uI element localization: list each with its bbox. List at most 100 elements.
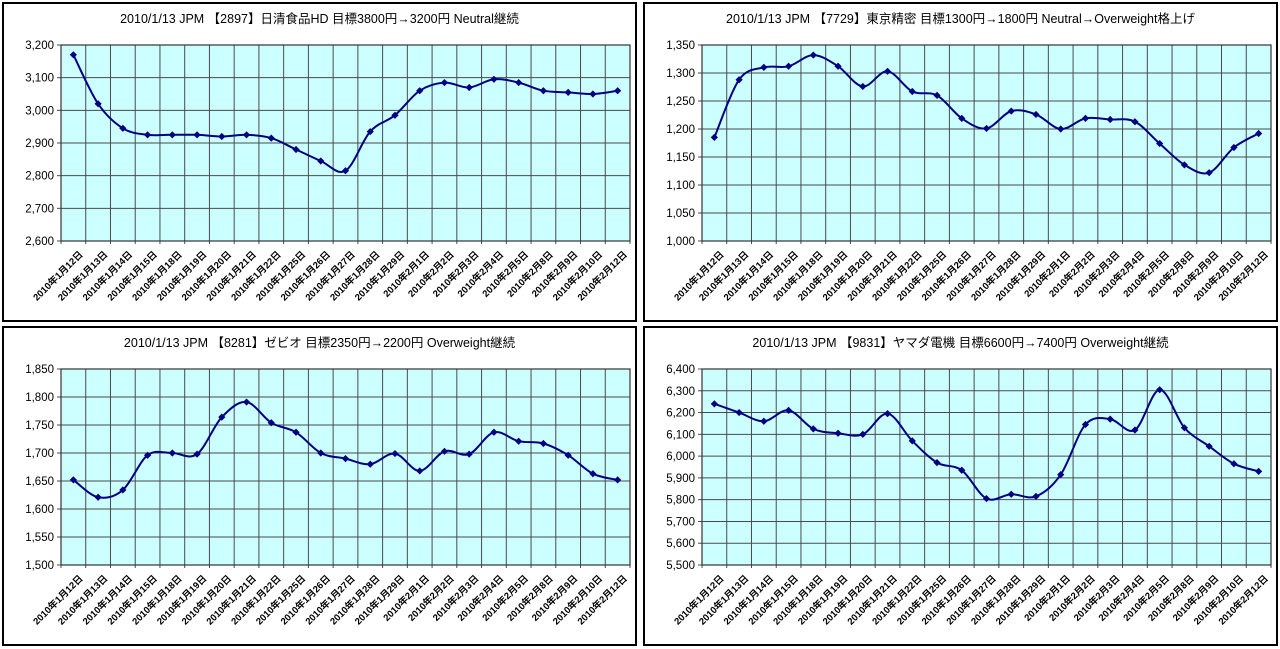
data-point-marker <box>1205 169 1213 177</box>
line-chart-svg: 1,500 1,550 1,600 1,650 1,700 1,750 1,800 1,850… <box>25 364 631 627</box>
data-point-marker <box>119 124 127 132</box>
x-axis-labels: 2010年1月12日2010年1月13日2010年1月14日2010年1月15日… <box>672 249 1271 304</box>
y-tick-label: 3,100 <box>25 73 54 85</box>
data-point-marker <box>1057 125 1065 133</box>
data-point-marker <box>908 437 916 445</box>
data-point-marker <box>1255 129 1263 138</box>
data-point-marker <box>1106 415 1114 423</box>
chart-title: 2010/1/13 JPM 【7729】東京精密 目標1300円→1800円 N… <box>726 12 1195 26</box>
data-point-marker <box>94 100 102 108</box>
y-tick-label: 1,150 <box>666 152 695 164</box>
data-point-marker <box>490 75 498 83</box>
y-axis-labels: 2,600 2,700 2,800 2,900 3,000 3,100 3,200 <box>25 40 54 248</box>
y-tick-label: 2,600 <box>25 236 54 248</box>
data-point-marker <box>292 145 300 154</box>
data-point-marker <box>490 428 498 436</box>
y-tick-label: 1,800 <box>25 392 54 404</box>
data-point-marker <box>366 460 374 468</box>
data-point-marker <box>564 451 572 459</box>
chart-panel-yamada-denki: 2010/1/13 JPM 【9831】ヤマダ電機 目標6600円→7400円 … <box>643 326 1278 646</box>
data-point-marker <box>515 78 523 87</box>
data-point-marker <box>416 87 424 95</box>
y-tick-label: 2,700 <box>25 203 54 215</box>
data-point-marker <box>366 127 374 136</box>
data-point-marker <box>614 87 622 95</box>
data-point-marker <box>933 91 941 99</box>
data-point-marker <box>1230 460 1238 468</box>
line-chart: 2,600 2,700 2,800 2,900 3,000 3,100 3,200 2010年… <box>4 29 635 317</box>
y-tick-label: 2,900 <box>25 138 54 150</box>
data-point-marker <box>317 449 325 457</box>
chart-panel-xebio: 2010/1/13 JPM 【8281】ゼビオ 目標2350円→2200円 Ov… <box>2 326 637 646</box>
chart-title: 2010/1/13 JPM 【2897】日清食品HD 目標3800円→3200円… <box>120 12 519 26</box>
data-point-marker <box>465 83 473 92</box>
y-tick-label: 5,600 <box>666 538 695 550</box>
data-point-marker <box>168 449 176 457</box>
y-tick-label: 6,300 <box>666 386 695 398</box>
chart-panel-nissin: 2010/1/13 JPM 【2897】日清食品HD 目標3800円→3200円… <box>2 2 637 322</box>
y-tick-label: 1,850 <box>25 364 54 376</box>
data-point-marker <box>589 470 597 478</box>
data-point-marker <box>1180 161 1189 169</box>
data-point-marker <box>391 449 399 458</box>
data-point-marker <box>69 51 77 59</box>
data-point-marker <box>218 132 226 141</box>
plot-frame <box>60 44 631 242</box>
y-tick-label: 1,750 <box>25 420 54 432</box>
data-point-marker <box>440 78 449 87</box>
chart-panel-tokyo-seimitsu: 2010/1/13 JPM 【7729】東京精密 目標1300円→1800円 N… <box>643 2 1278 322</box>
data-point-marker <box>982 124 991 133</box>
data-point-marker <box>908 87 916 96</box>
y-tick-label: 2,800 <box>25 171 54 183</box>
y-tick-label: 1,050 <box>666 208 695 220</box>
data-point-marker <box>465 450 473 458</box>
y-tick-label: 1,550 <box>25 532 54 544</box>
data-point-marker <box>1156 139 1164 148</box>
y-tick-label: 1,100 <box>666 180 695 192</box>
data-point-marker <box>539 87 548 95</box>
y-tick-label: 1,300 <box>666 68 695 80</box>
data-point-marker <box>1007 107 1015 115</box>
data-point-marker <box>958 466 966 474</box>
y-tick-label: 1,700 <box>25 448 54 460</box>
y-tick-label: 3,200 <box>25 40 54 52</box>
data-point-marker <box>267 134 275 142</box>
data-point-marker <box>242 131 251 139</box>
data-point-marker <box>193 450 201 458</box>
y-axis-labels: 5,500 5,600 5,700 5,800 5,900 6,000 6,100 6,200… <box>666 364 695 572</box>
y-tick-label: 1,600 <box>25 504 54 516</box>
data-point-marker <box>614 476 622 484</box>
line-chart: 5,500 5,600 5,700 5,800 5,900 6,000 6,100 6,200… <box>645 353 1276 641</box>
data-point-marker <box>564 88 572 96</box>
line-chart-svg: 2,600 2,700 2,800 2,900 3,000 3,100 3,200 2010年… <box>25 40 631 303</box>
data-point-marker <box>834 429 842 437</box>
data-point-marker <box>440 447 449 455</box>
data-point-marker <box>735 408 743 417</box>
data-point-marker <box>1205 442 1213 450</box>
data-point-marker <box>1255 467 1263 475</box>
y-tick-label: 1,250 <box>666 96 695 108</box>
data-point-marker <box>1057 471 1065 479</box>
y-tick-label: 1,200 <box>666 124 695 136</box>
data-point-marker <box>735 76 743 84</box>
data-point-marker <box>958 114 966 122</box>
y-tick-label: 6,000 <box>666 451 695 463</box>
data-points <box>69 51 622 175</box>
x-axis-labels: 2010年1月12日2010年1月13日2010年1月14日2010年1月15日… <box>672 573 1271 628</box>
data-point-marker <box>1106 115 1114 124</box>
data-point-marker <box>391 111 399 119</box>
data-point-marker <box>710 133 718 141</box>
y-tick-label: 6,200 <box>666 408 695 420</box>
y-tick-label: 1,000 <box>666 236 695 248</box>
data-point-marker <box>168 131 176 139</box>
y-axis-labels: 1,500 1,550 1,600 1,650 1,700 1,750 1,800 1,850 <box>25 364 54 572</box>
data-point-marker <box>267 419 275 427</box>
y-axis-labels: 1,000 1,050 1,100 1,150 1,200 1,250 1,300 1,350 <box>666 40 695 248</box>
y-tick-label: 6,100 <box>666 429 695 441</box>
data-point-marker <box>143 131 152 139</box>
y-tick-label: 5,800 <box>666 495 695 507</box>
y-tick-label: 3,000 <box>25 105 54 117</box>
y-tick-label: 5,700 <box>666 516 695 528</box>
data-point-marker <box>1007 490 1015 498</box>
